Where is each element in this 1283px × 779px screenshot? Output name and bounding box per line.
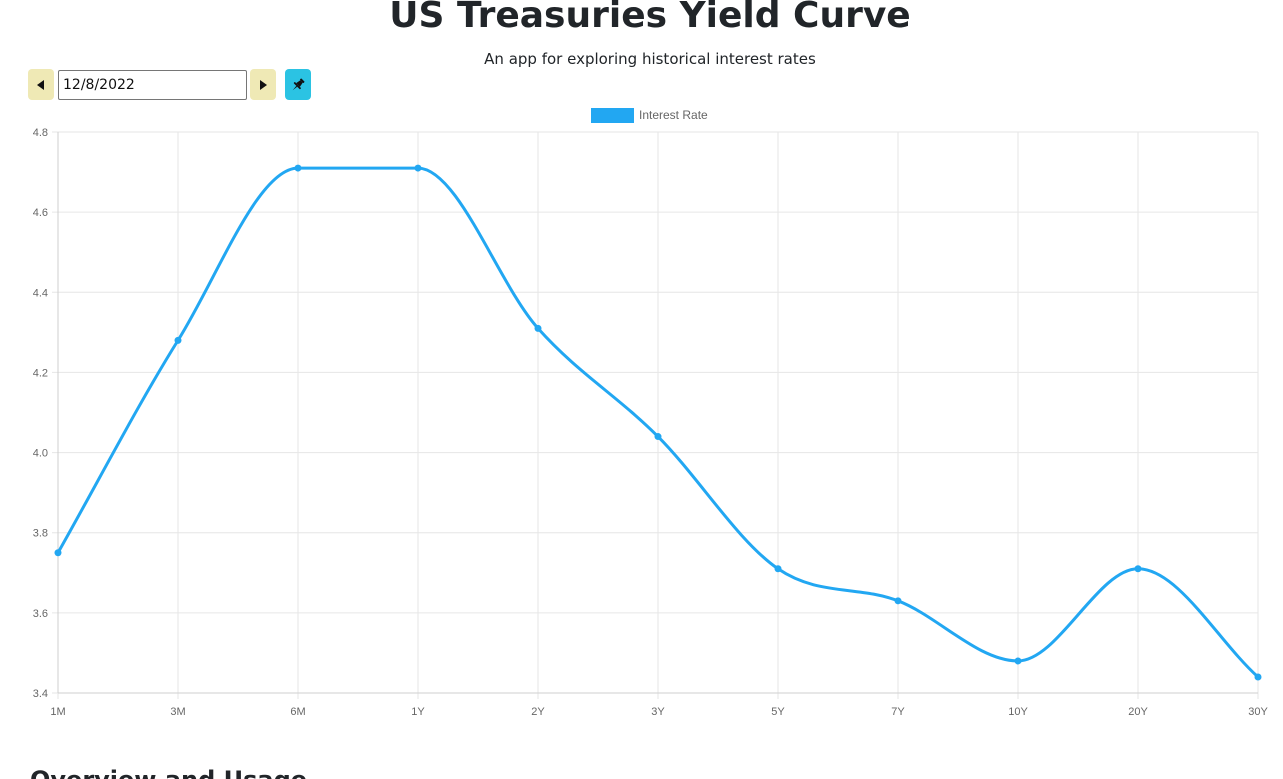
page-title: US Treasuries Yield Curve [389, 0, 911, 36]
y-tick-label: 4.6 [33, 207, 48, 219]
data-point[interactable] [894, 597, 902, 605]
x-tick-label: 1M [50, 706, 65, 718]
x-tick-label: 3Y [651, 706, 665, 718]
data-point[interactable] [174, 336, 182, 344]
x-tick-label: 10Y [1008, 706, 1028, 718]
caret-left-icon [37, 79, 44, 90]
chart-axes: 3.4 3.6 3.8 4.0 4.2 4.4 4.6 4.8 1M 3M 6M 1Y 2Y 3Y 5Y 7Y… [33, 127, 1269, 718]
chart-legend: Interest Rate [591, 108, 708, 123]
x-tick-label: 5Y [771, 706, 785, 718]
data-point[interactable] [1014, 657, 1022, 665]
chart-grid [52, 131, 1259, 699]
data-point[interactable] [1134, 565, 1142, 573]
page-subtitle: An app for exploring historical interest… [484, 50, 816, 68]
x-tick-label: 1Y [411, 706, 425, 718]
data-point[interactable] [414, 164, 422, 172]
next-date-button[interactable] [250, 69, 276, 100]
chart-series [54, 164, 1262, 681]
y-tick-label: 3.8 [33, 528, 48, 540]
previous-date-button[interactable] [28, 69, 54, 100]
pin-icon [292, 77, 305, 90]
y-tick-label: 4.2 [33, 367, 48, 379]
x-tick-label: 6M [290, 706, 305, 718]
series-line [56, 166, 1260, 679]
data-point[interactable] [1254, 673, 1262, 681]
date-input[interactable] [58, 70, 247, 100]
x-tick-label: 2Y [531, 706, 545, 718]
data-point[interactable] [534, 324, 542, 332]
legend-label[interactable]: Interest Rate [639, 108, 708, 122]
pin-button[interactable] [285, 69, 311, 100]
x-tick-label: 20Y [1128, 706, 1148, 718]
x-tick-label: 30Y [1248, 706, 1268, 718]
y-tick-label: 4.4 [33, 287, 48, 299]
data-point[interactable] [654, 433, 662, 441]
x-tick-label: 7Y [891, 706, 905, 718]
legend-swatch [591, 108, 634, 123]
x-tick-label: 3M [170, 706, 185, 718]
y-tick-label: 3.4 [33, 688, 48, 700]
data-point[interactable] [294, 164, 302, 172]
data-point[interactable] [774, 565, 782, 573]
y-tick-label: 4.8 [33, 127, 48, 139]
y-tick-label: 4.0 [33, 448, 48, 460]
caret-right-icon [260, 79, 267, 90]
data-point[interactable] [54, 549, 62, 557]
section-heading: Overview and Usage [30, 764, 307, 779]
y-tick-label: 3.6 [33, 608, 48, 620]
